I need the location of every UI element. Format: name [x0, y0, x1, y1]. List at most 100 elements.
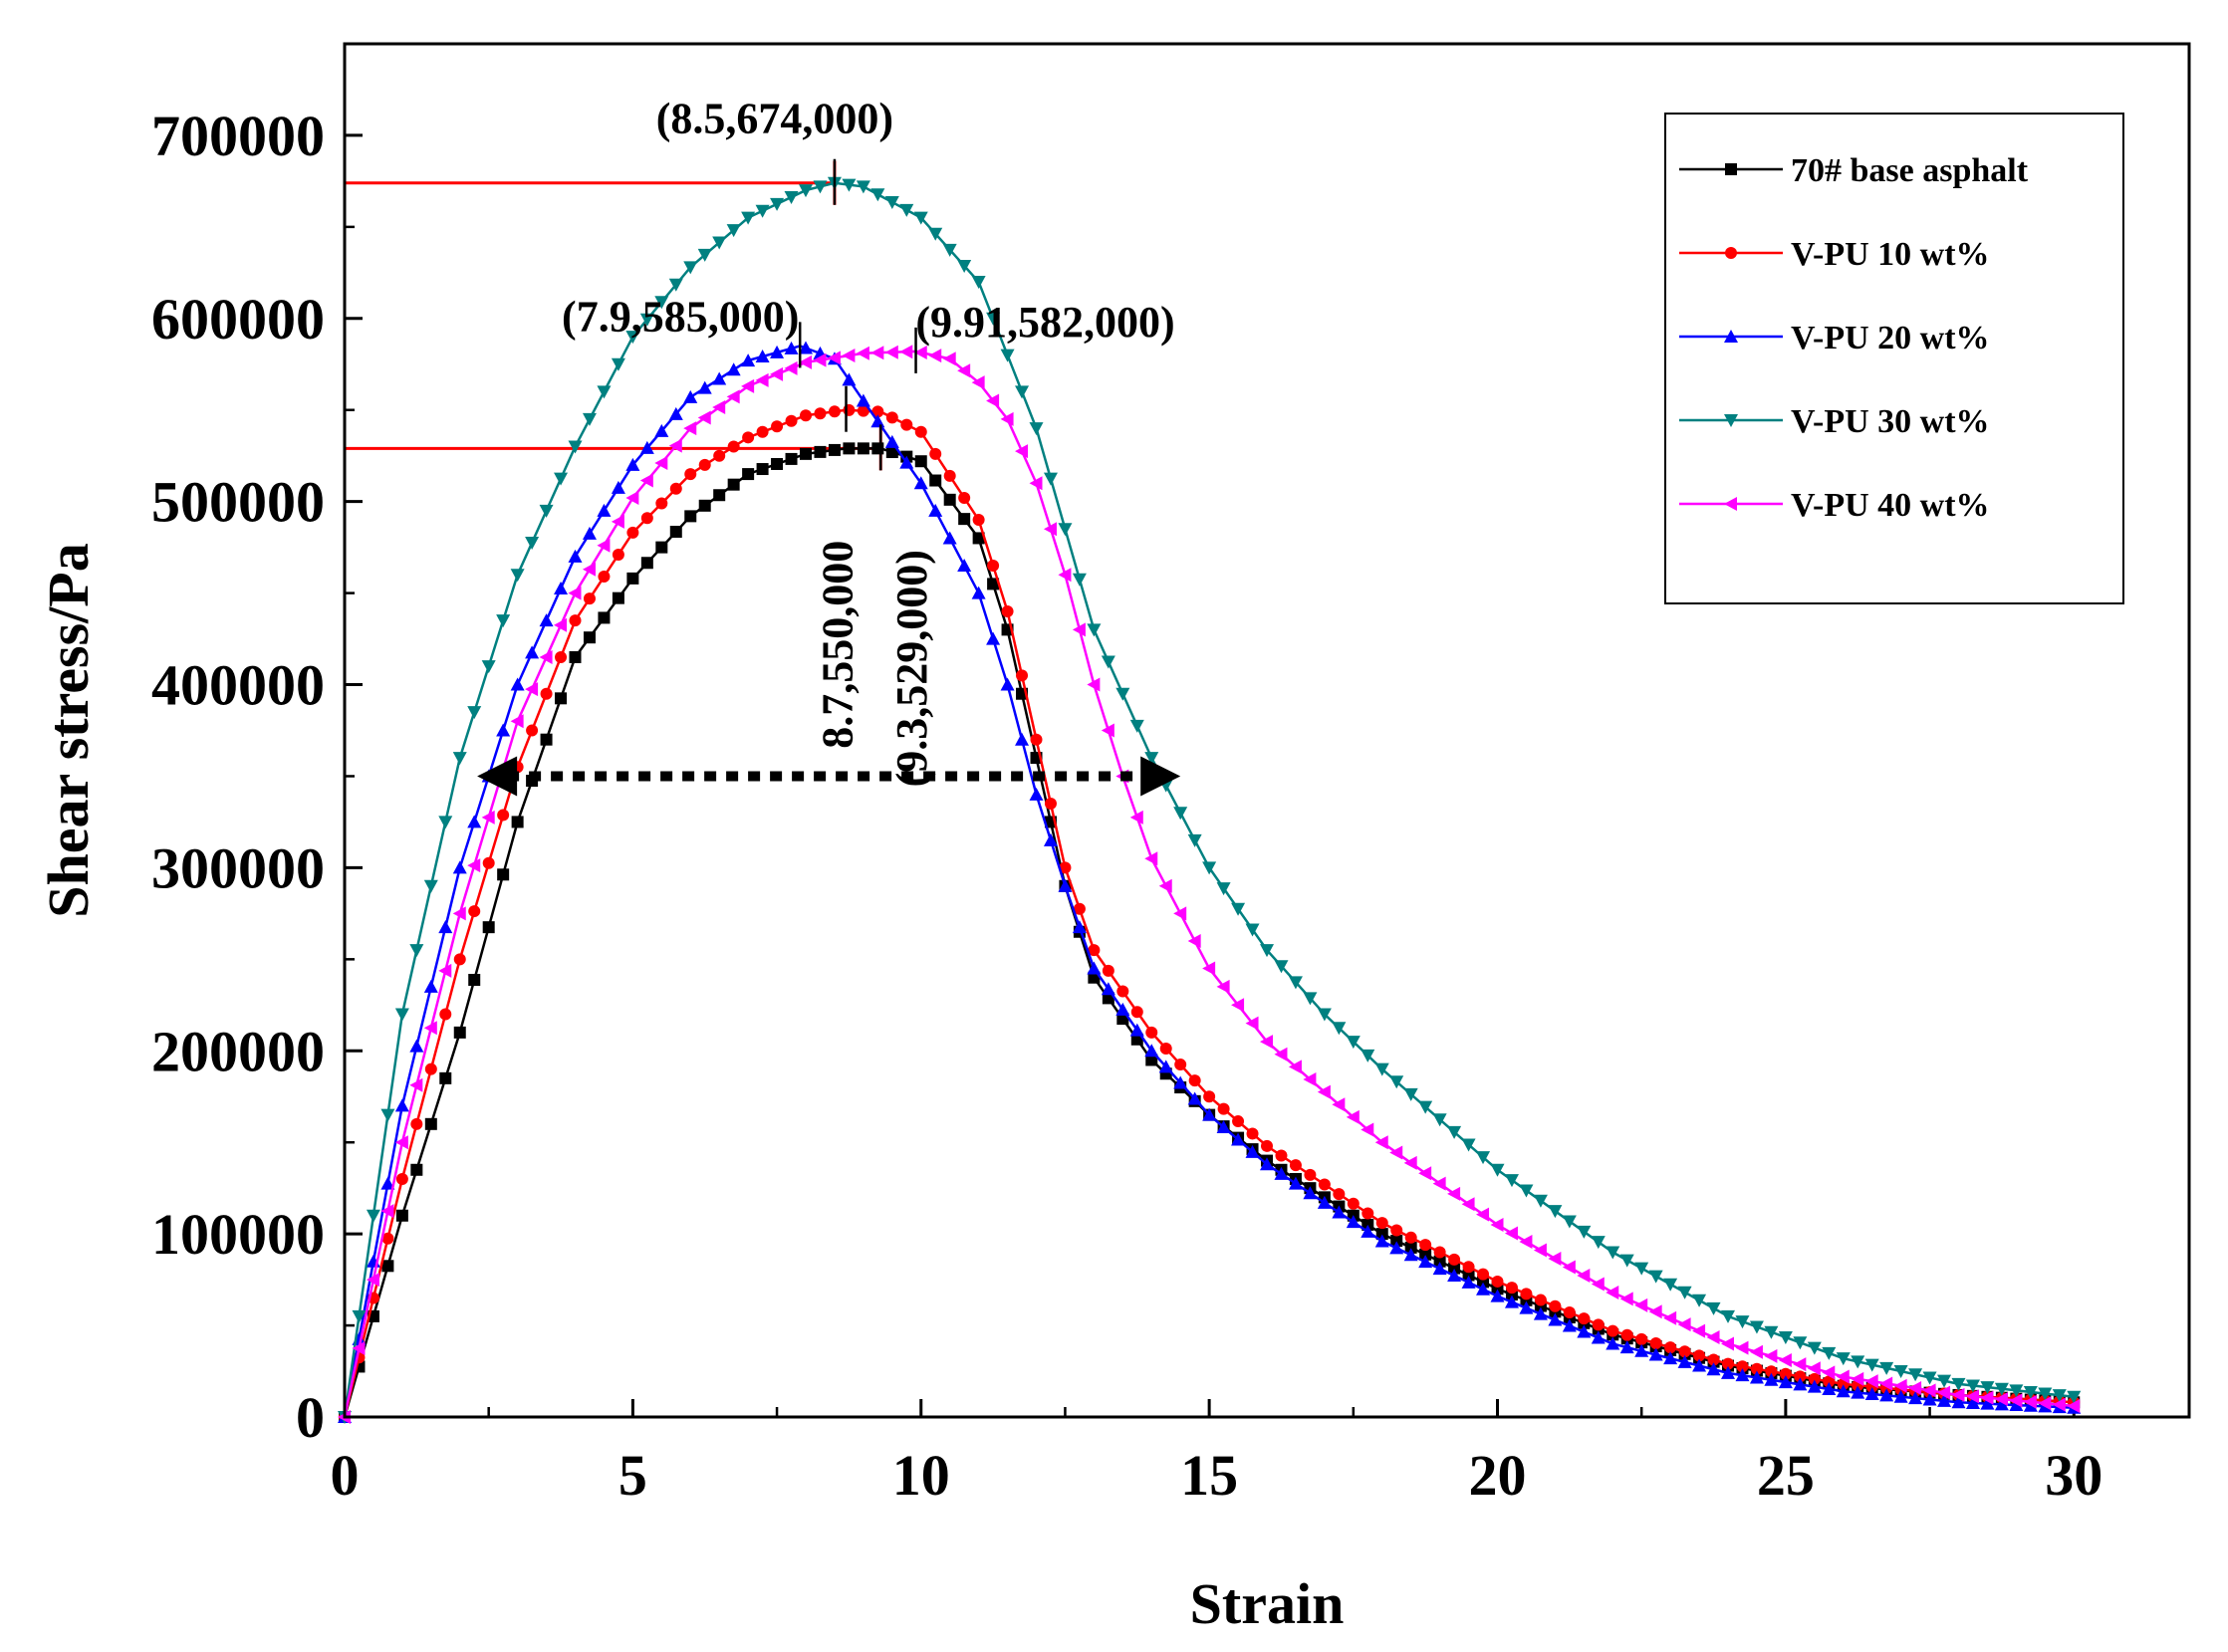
data-point: [713, 449, 726, 462]
data-point: [639, 313, 654, 327]
data-point: [1807, 1341, 1822, 1355]
data-point: [1619, 1340, 1634, 1354]
data-point: [1274, 1166, 1289, 1180]
data-point: [1808, 1372, 1821, 1385]
data-point: [2023, 1394, 2037, 1409]
data-point: [1361, 1224, 1375, 1238]
data-point: [1591, 1277, 1605, 1292]
data-point: [799, 184, 813, 198]
data-point: [423, 879, 438, 893]
data-point: [842, 178, 857, 192]
data-point: [1333, 1188, 1346, 1201]
data-point: [1144, 1044, 1159, 1058]
data-point: [1823, 1375, 1836, 1388]
data-point: [741, 211, 756, 225]
data-point: [1721, 1336, 1734, 1351]
data-point: [1361, 1122, 1374, 1137]
data-point: [1418, 1166, 1432, 1181]
data-point: [971, 586, 986, 599]
data-point: [496, 614, 511, 628]
data-point: [1260, 1035, 1273, 1050]
data-point: [1562, 1215, 1577, 1229]
data-point: [1274, 1047, 1288, 1062]
data-point: [1432, 1113, 1447, 1127]
data-point: [668, 406, 683, 420]
data-point: [900, 418, 913, 431]
data-point: [554, 617, 568, 632]
data-point: [1750, 1362, 1763, 1375]
data-point: [1592, 1318, 1605, 1331]
data-point: [929, 474, 942, 487]
data-point: [510, 569, 525, 583]
data-point: [1937, 1393, 1952, 1407]
data-point: [885, 411, 898, 424]
data-point: [1836, 1384, 1851, 1398]
data-point: [958, 491, 971, 504]
data-point: [482, 856, 495, 869]
data-point: [1607, 1324, 1619, 1337]
data-point: [1461, 1275, 1476, 1289]
double-arrow-head-left: [477, 756, 518, 797]
data-point: [481, 660, 496, 674]
data-point: [1130, 1006, 1143, 1019]
data-point: [1937, 1385, 1951, 1400]
data-point: [1418, 1100, 1433, 1114]
data-point: [539, 613, 554, 627]
data-point: [1432, 1176, 1446, 1191]
data-point: [884, 196, 899, 210]
data-point: [1649, 1336, 1662, 1349]
data-point: [639, 440, 654, 454]
data-point: [857, 442, 869, 455]
data-point: [1706, 1330, 1720, 1345]
data-point: [1965, 1395, 1980, 1409]
data-point: [1619, 1254, 1634, 1268]
data-point: [827, 351, 841, 365]
data-point: [1533, 1194, 1548, 1208]
data-point: [1965, 1379, 1980, 1393]
data-point: [1101, 723, 1114, 738]
data-point: [439, 1008, 452, 1021]
x-axis-title: Strain: [1190, 1571, 1345, 1636]
data-point: [1101, 982, 1115, 996]
data-point: [987, 560, 1000, 573]
data-point: [929, 447, 942, 460]
data-point: [957, 363, 971, 378]
data-point: [640, 512, 653, 525]
data-point: [742, 468, 755, 481]
data-point: [785, 452, 798, 465]
data-point: [611, 357, 625, 371]
x-tick-label: 5: [619, 1443, 647, 1508]
data-point: [1404, 1241, 1417, 1254]
data-point: [755, 372, 769, 387]
data-point: [1994, 1382, 2009, 1396]
data-point: [611, 514, 624, 529]
annotation-label: (8.5,674,000): [656, 95, 893, 143]
data-point: [1634, 1298, 1648, 1312]
data-point: [1693, 1349, 1706, 1362]
data-point: [497, 809, 510, 822]
data-point: [1577, 1268, 1591, 1283]
data-point: [452, 860, 467, 874]
data-point: [842, 349, 856, 363]
data-point: [1879, 1388, 1894, 1402]
legend-box: [1664, 113, 2124, 604]
data-point: [1073, 902, 1086, 915]
data-point: [742, 431, 755, 444]
data-point: [1965, 1389, 1979, 1404]
data-point: [423, 979, 438, 993]
data-point: [510, 714, 524, 729]
data-point: [1749, 1320, 1764, 1334]
data-point: [612, 591, 624, 604]
data-point: [1725, 247, 1737, 259]
data-point: [1822, 1346, 1837, 1360]
data-point: [1389, 1145, 1403, 1160]
y-tick-label: 100000: [151, 1202, 325, 1267]
data-point: [1217, 1102, 1230, 1115]
y-tick-label: 500000: [151, 470, 325, 535]
data-point: [1864, 1358, 1879, 1372]
data-point: [1765, 1365, 1778, 1378]
data-point: [1159, 1042, 1172, 1055]
data-point: [741, 378, 755, 393]
data-point: [856, 393, 870, 407]
